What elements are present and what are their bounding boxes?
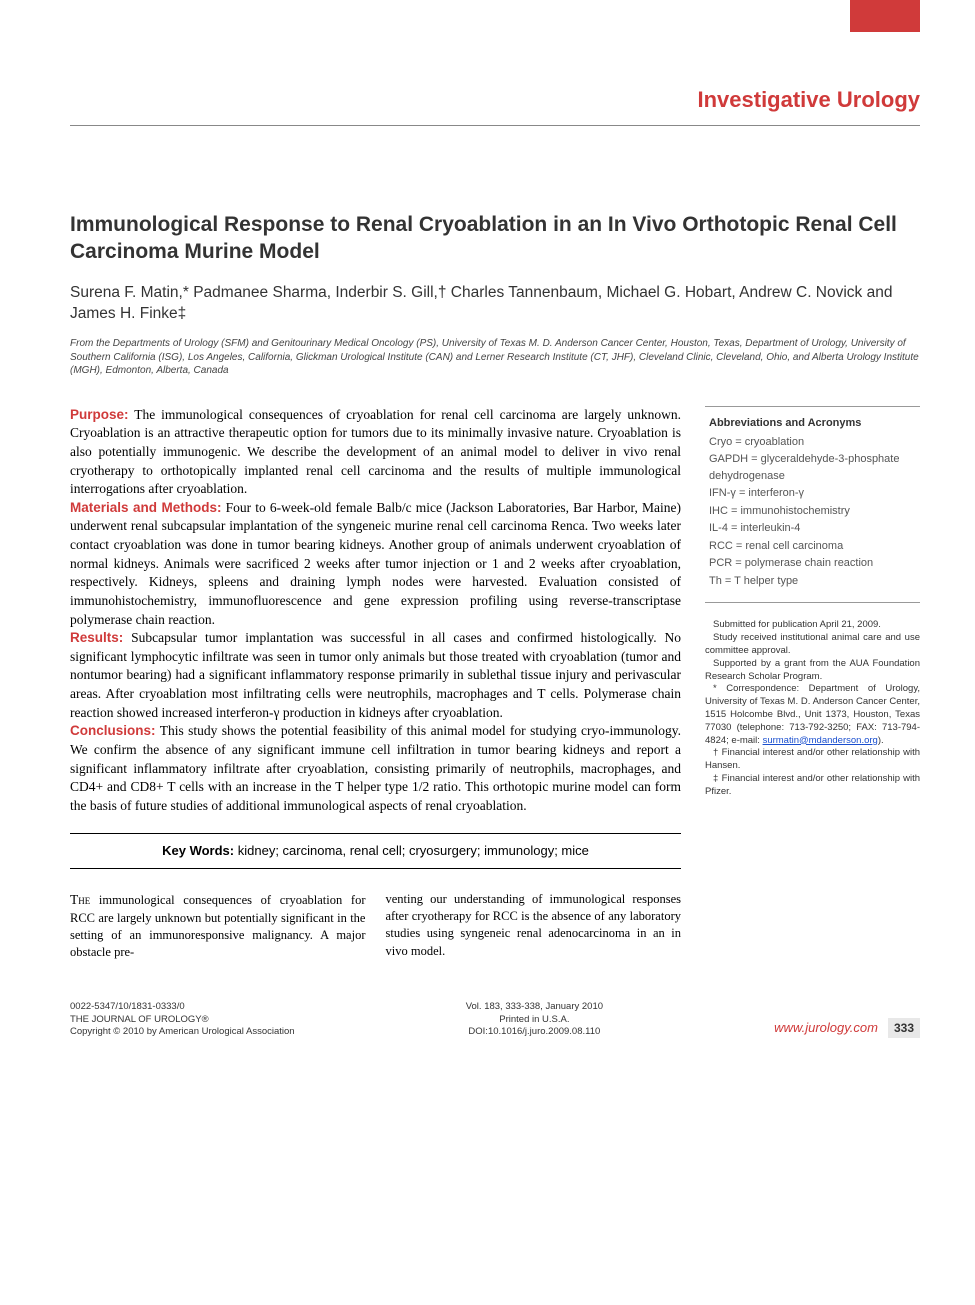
footer-issn: 0022-5347/10/1831-0333/0 — [70, 1001, 295, 1013]
abstract-conclusions-head: Conclusions: — [70, 723, 156, 738]
footer-center: Vol. 183, 333-338, January 2010 Printed … — [466, 1001, 603, 1038]
body-column-2: venting our understanding of immunologic… — [386, 891, 682, 961]
note-support: Supported by a grant from the AUA Founda… — [705, 658, 920, 684]
abbrev-item: IL-4 = interleukin-4 — [709, 520, 916, 537]
abbrev-item: Th = T helper type — [709, 573, 916, 590]
abstract: Purpose: The immunological consequences … — [70, 406, 681, 816]
correspondence-email-link[interactable]: surmatin@mdanderson.org — [763, 735, 878, 746]
affiliations: From the Departments of Urology (SFM) an… — [70, 337, 920, 378]
abbrev-item: RCC = renal cell carcinoma — [709, 538, 916, 555]
footer-doi: DOI:10.1016/j.juro.2009.08.110 — [466, 1026, 603, 1038]
note-correspondence: * Correspondence: Department of Urology,… — [705, 683, 920, 747]
note-submitted: Submitted for publication April 21, 2009… — [705, 619, 920, 632]
abstract-conclusions-text: This study shows the potential feasibili… — [70, 723, 681, 813]
section-rule — [70, 125, 920, 126]
accent-top-marker — [850, 0, 920, 32]
abstract-methods-text: Four to 6-week-old female Balb/c mice (J… — [70, 500, 681, 627]
keywords-box: Key Words: kidney; carcinoma, renal cell… — [70, 833, 681, 869]
page-number: 333 — [888, 1018, 920, 1038]
keywords-label: Key Words: — [162, 843, 234, 858]
abbrev-item: PCR = polymerase chain reaction — [709, 555, 916, 572]
abstract-purpose-text: The immunological consequences of cryoab… — [70, 407, 681, 497]
abstract-methods-head: Materials and Methods: — [70, 500, 222, 515]
note-ethics: Study received institutional animal care… — [705, 632, 920, 658]
abbreviations-title: Abbreviations and Acronyms — [709, 417, 916, 430]
abstract-purpose-head: Purpose: — [70, 407, 129, 422]
abbrev-item: GAPDH = glyceraldehyde-3-phosphate dehyd… — [709, 451, 916, 484]
footer-copyright: Copyright © 2010 by American Urological … — [70, 1026, 295, 1038]
abbrev-item: IHC = immunohistochemistry — [709, 503, 916, 520]
article-notes: Submitted for publication April 21, 2009… — [705, 619, 920, 798]
footer-vol: Vol. 183, 333-338, January 2010 — [466, 1001, 603, 1013]
body-text: The immunological consequences of cryoab… — [70, 891, 681, 961]
footer-website[interactable]: www.jurology.com — [774, 1019, 878, 1037]
page-footer: 0022-5347/10/1831-0333/0 THE JOURNAL OF … — [70, 1001, 920, 1038]
note-dagger: † Financial interest and/or other relati… — [705, 747, 920, 773]
abbrev-item: Cryo = cryoablation — [709, 434, 916, 451]
article-title: Immunological Response to Renal Cryoabla… — [70, 211, 920, 266]
abbrev-item: IFN-γ = interferon-γ — [709, 485, 916, 502]
abstract-results-head: Results: — [70, 630, 123, 645]
abstract-results-text: Subcapsular tumor implantation was succe… — [70, 630, 681, 720]
footer-printed: Printed in U.S.A. — [466, 1014, 603, 1026]
section-header: Investigative Urology — [70, 85, 920, 115]
abbreviations-box: Abbreviations and Acronyms Cryo = cryoab… — [705, 406, 920, 604]
footer-left: 0022-5347/10/1831-0333/0 THE JOURNAL OF … — [70, 1001, 295, 1038]
body-column-1: The immunological consequences of cryoab… — [70, 891, 366, 961]
note-ddagger: ‡ Financial interest and/or other relati… — [705, 773, 920, 799]
author-list: Surena F. Matin,* Padmanee Sharma, Inder… — [70, 283, 920, 325]
footer-journal: THE JOURNAL OF UROLOGY® — [70, 1014, 295, 1026]
keywords-text: kidney; carcinoma, renal cell; cryosurge… — [234, 843, 589, 858]
